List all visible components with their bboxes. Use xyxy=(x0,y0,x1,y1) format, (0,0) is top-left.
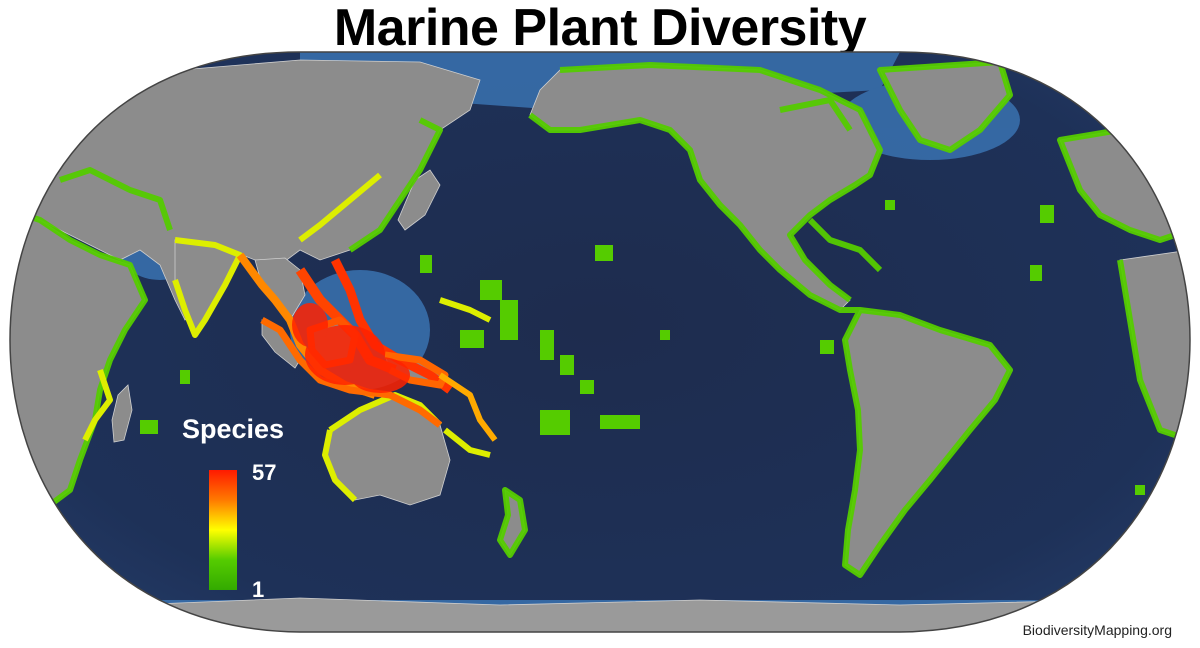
low-richness-coasts xyxy=(10,59,1190,578)
legend-max-label: 57 xyxy=(252,460,277,485)
pacific-island-patches xyxy=(140,200,1145,577)
legend-min-label: 1 xyxy=(252,577,265,602)
antarctica xyxy=(10,597,1190,632)
land-masses xyxy=(10,59,1190,632)
high-richness-core xyxy=(292,303,410,393)
credit-text: BiodiversityMapping.org xyxy=(1022,622,1172,638)
legend-title: Species xyxy=(182,414,285,444)
japan xyxy=(397,169,441,231)
map-border xyxy=(9,51,1191,633)
madagascar xyxy=(111,384,133,443)
map-title: Marine Plant Diversity xyxy=(333,0,867,57)
legend-color-scale xyxy=(209,470,237,590)
